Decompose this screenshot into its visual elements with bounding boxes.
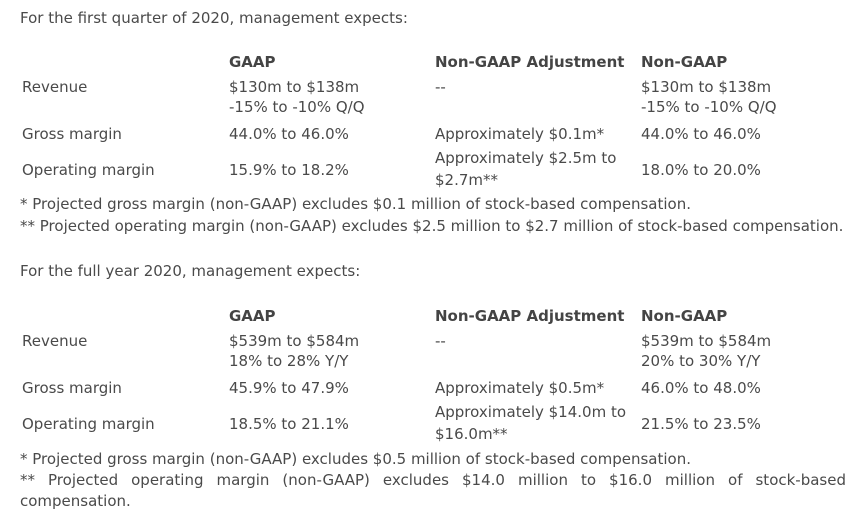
- gross-margin-gaap: 44.0% to 46.0%: [229, 125, 349, 143]
- operating-margin-adjustment-line2: $2.7m**: [435, 171, 499, 189]
- revenue-adjustment: --: [435, 332, 446, 350]
- header-gaap: GAAP: [229, 307, 276, 325]
- gross-margin-gaap: 45.9% to 47.9%: [229, 379, 349, 397]
- operating-margin-non-gaap: 21.5% to 23.5%: [641, 415, 761, 433]
- header-adjustment: Non-GAAP Adjustment: [435, 307, 625, 325]
- q1-intro: For the first quarter of 2020, managemen…: [20, 9, 408, 27]
- revenue-gaap-range: $130m to $138m: [229, 78, 360, 96]
- fy-intro: For the full year 2020, management expec…: [20, 262, 361, 280]
- revenue-non-gaap-range: $539m to $584m: [641, 332, 772, 350]
- revenue-adjustment: --: [435, 78, 446, 96]
- fy-footnote-operating-margin: ** Projected operating margin (non-GAAP)…: [20, 471, 846, 510]
- revenue-gaap-growth: -15% to -10% Q/Q: [229, 98, 365, 116]
- operating-margin-adjustment-line1: Approximately $14.0m to: [435, 403, 627, 421]
- operating-margin-gaap: 18.5% to 21.1%: [229, 415, 349, 433]
- row-label-revenue: Revenue: [22, 78, 88, 96]
- revenue-non-gaap-growth: -15% to -10% Q/Q: [641, 98, 777, 116]
- row-label-operating-margin: Operating margin: [22, 415, 155, 433]
- header-non-gaap: Non-GAAP: [641, 53, 728, 71]
- operating-margin-gaap: 15.9% to 18.2%: [229, 161, 349, 179]
- row-label-gross-margin: Gross margin: [22, 379, 122, 397]
- operating-margin-adjustment-line1: Approximately $2.5m to: [435, 149, 617, 167]
- operating-margin-non-gaap: 18.0% to 20.0%: [641, 161, 761, 179]
- header-adjustment: Non-GAAP Adjustment: [435, 53, 625, 71]
- operating-margin-adjustment-line2: $16.0m**: [435, 425, 508, 443]
- fy-footnote-gross-margin: * Projected gross margin (non-GAAP) excl…: [20, 450, 691, 468]
- revenue-non-gaap-range: $130m to $138m: [641, 78, 772, 96]
- q1-footnote-operating-margin: ** Projected operating margin (non-GAAP)…: [20, 217, 844, 235]
- gross-margin-non-gaap: 46.0% to 48.0%: [641, 379, 761, 397]
- revenue-gaap-range: $539m to $584m: [229, 332, 360, 350]
- header-gaap: GAAP: [229, 53, 276, 71]
- q1-footnote-gross-margin: * Projected gross margin (non-GAAP) excl…: [20, 195, 691, 213]
- revenue-non-gaap-growth: 20% to 30% Y/Y: [641, 352, 761, 370]
- gross-margin-non-gaap: 44.0% to 46.0%: [641, 125, 761, 143]
- row-label-revenue: Revenue: [22, 332, 88, 350]
- row-label-gross-margin: Gross margin: [22, 125, 122, 143]
- header-non-gaap: Non-GAAP: [641, 307, 728, 325]
- gross-margin-adjustment: Approximately $0.1m*: [435, 125, 605, 143]
- revenue-gaap-growth: 18% to 28% Y/Y: [229, 352, 349, 370]
- gross-margin-adjustment: Approximately $0.5m*: [435, 379, 605, 397]
- row-label-operating-margin: Operating margin: [22, 161, 155, 179]
